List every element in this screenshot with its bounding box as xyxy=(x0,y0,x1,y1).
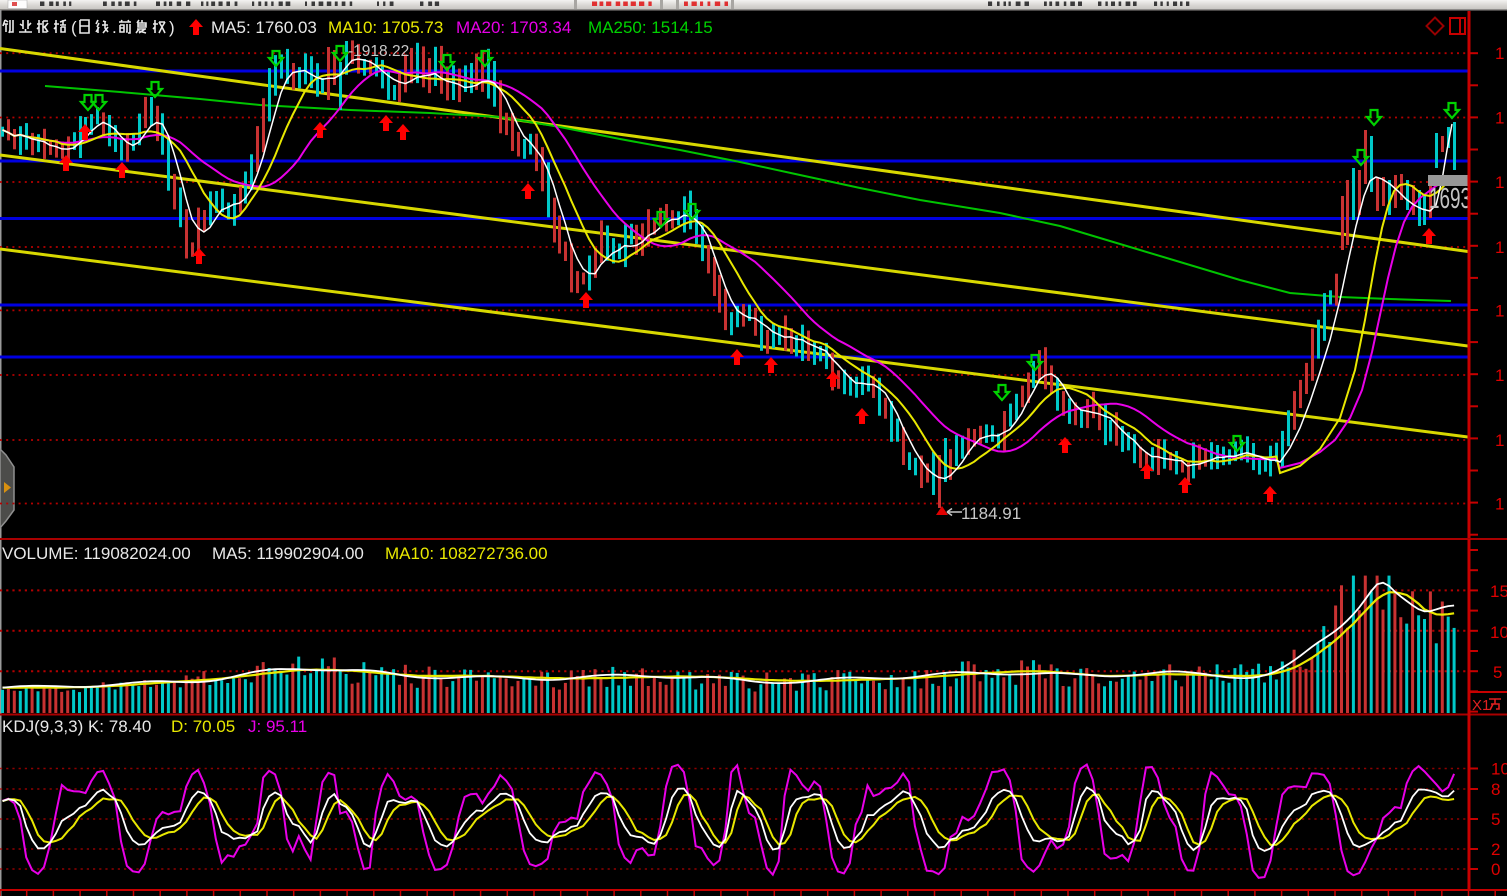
svg-text:MA250: 1514.15: MA250: 1514.15 xyxy=(588,18,713,37)
svg-text:8: 8 xyxy=(1491,780,1500,799)
svg-text:1: 1 xyxy=(1495,173,1504,192)
svg-text:10: 10 xyxy=(1491,760,1507,779)
svg-text:1: 1 xyxy=(1495,301,1504,320)
svg-text:.: . xyxy=(112,18,117,37)
svg-text:1: 1 xyxy=(1495,366,1504,385)
svg-text:-1918.22: -1918.22 xyxy=(348,43,409,60)
svg-text:1: 1 xyxy=(1495,431,1504,450)
svg-text:MA10: 108272736.00: MA10: 108272736.00 xyxy=(385,544,548,563)
svg-text:J: 95.11: J: 95.11 xyxy=(248,717,307,736)
svg-text:0: 0 xyxy=(1491,860,1500,879)
svg-text:X1: X1 xyxy=(1472,697,1490,714)
svg-text:1: 1 xyxy=(1495,238,1504,257)
svg-text:1693: 1693 xyxy=(1429,183,1471,215)
svg-text:1: 1 xyxy=(1495,495,1504,514)
svg-text:1: 1 xyxy=(1495,109,1504,128)
svg-text:MA20: 1703.34: MA20: 1703.34 xyxy=(456,18,571,37)
svg-text:VOLUME: 119082024.00: VOLUME: 119082024.00 xyxy=(2,544,191,563)
svg-text:): ) xyxy=(169,18,175,37)
svg-text:15: 15 xyxy=(1490,582,1507,601)
svg-text:D: 70.05: D: 70.05 xyxy=(171,717,235,736)
svg-text:MA5: 119902904.00: MA5: 119902904.00 xyxy=(212,544,364,563)
svg-text:KDJ(9,3,3) K: 78.40: KDJ(9,3,3) K: 78.40 xyxy=(2,717,151,736)
svg-text:10: 10 xyxy=(1490,623,1507,642)
svg-text:1184.91: 1184.91 xyxy=(961,504,1021,523)
svg-text:5: 5 xyxy=(1491,810,1500,829)
svg-text:MA10: 1705.73: MA10: 1705.73 xyxy=(328,18,443,37)
svg-text:2: 2 xyxy=(1491,840,1500,859)
svg-text:5: 5 xyxy=(1493,663,1502,682)
svg-text:(: ( xyxy=(71,18,77,37)
svg-text:1: 1 xyxy=(1495,44,1504,63)
svg-text:MA5: 1760.03: MA5: 1760.03 xyxy=(211,18,317,37)
